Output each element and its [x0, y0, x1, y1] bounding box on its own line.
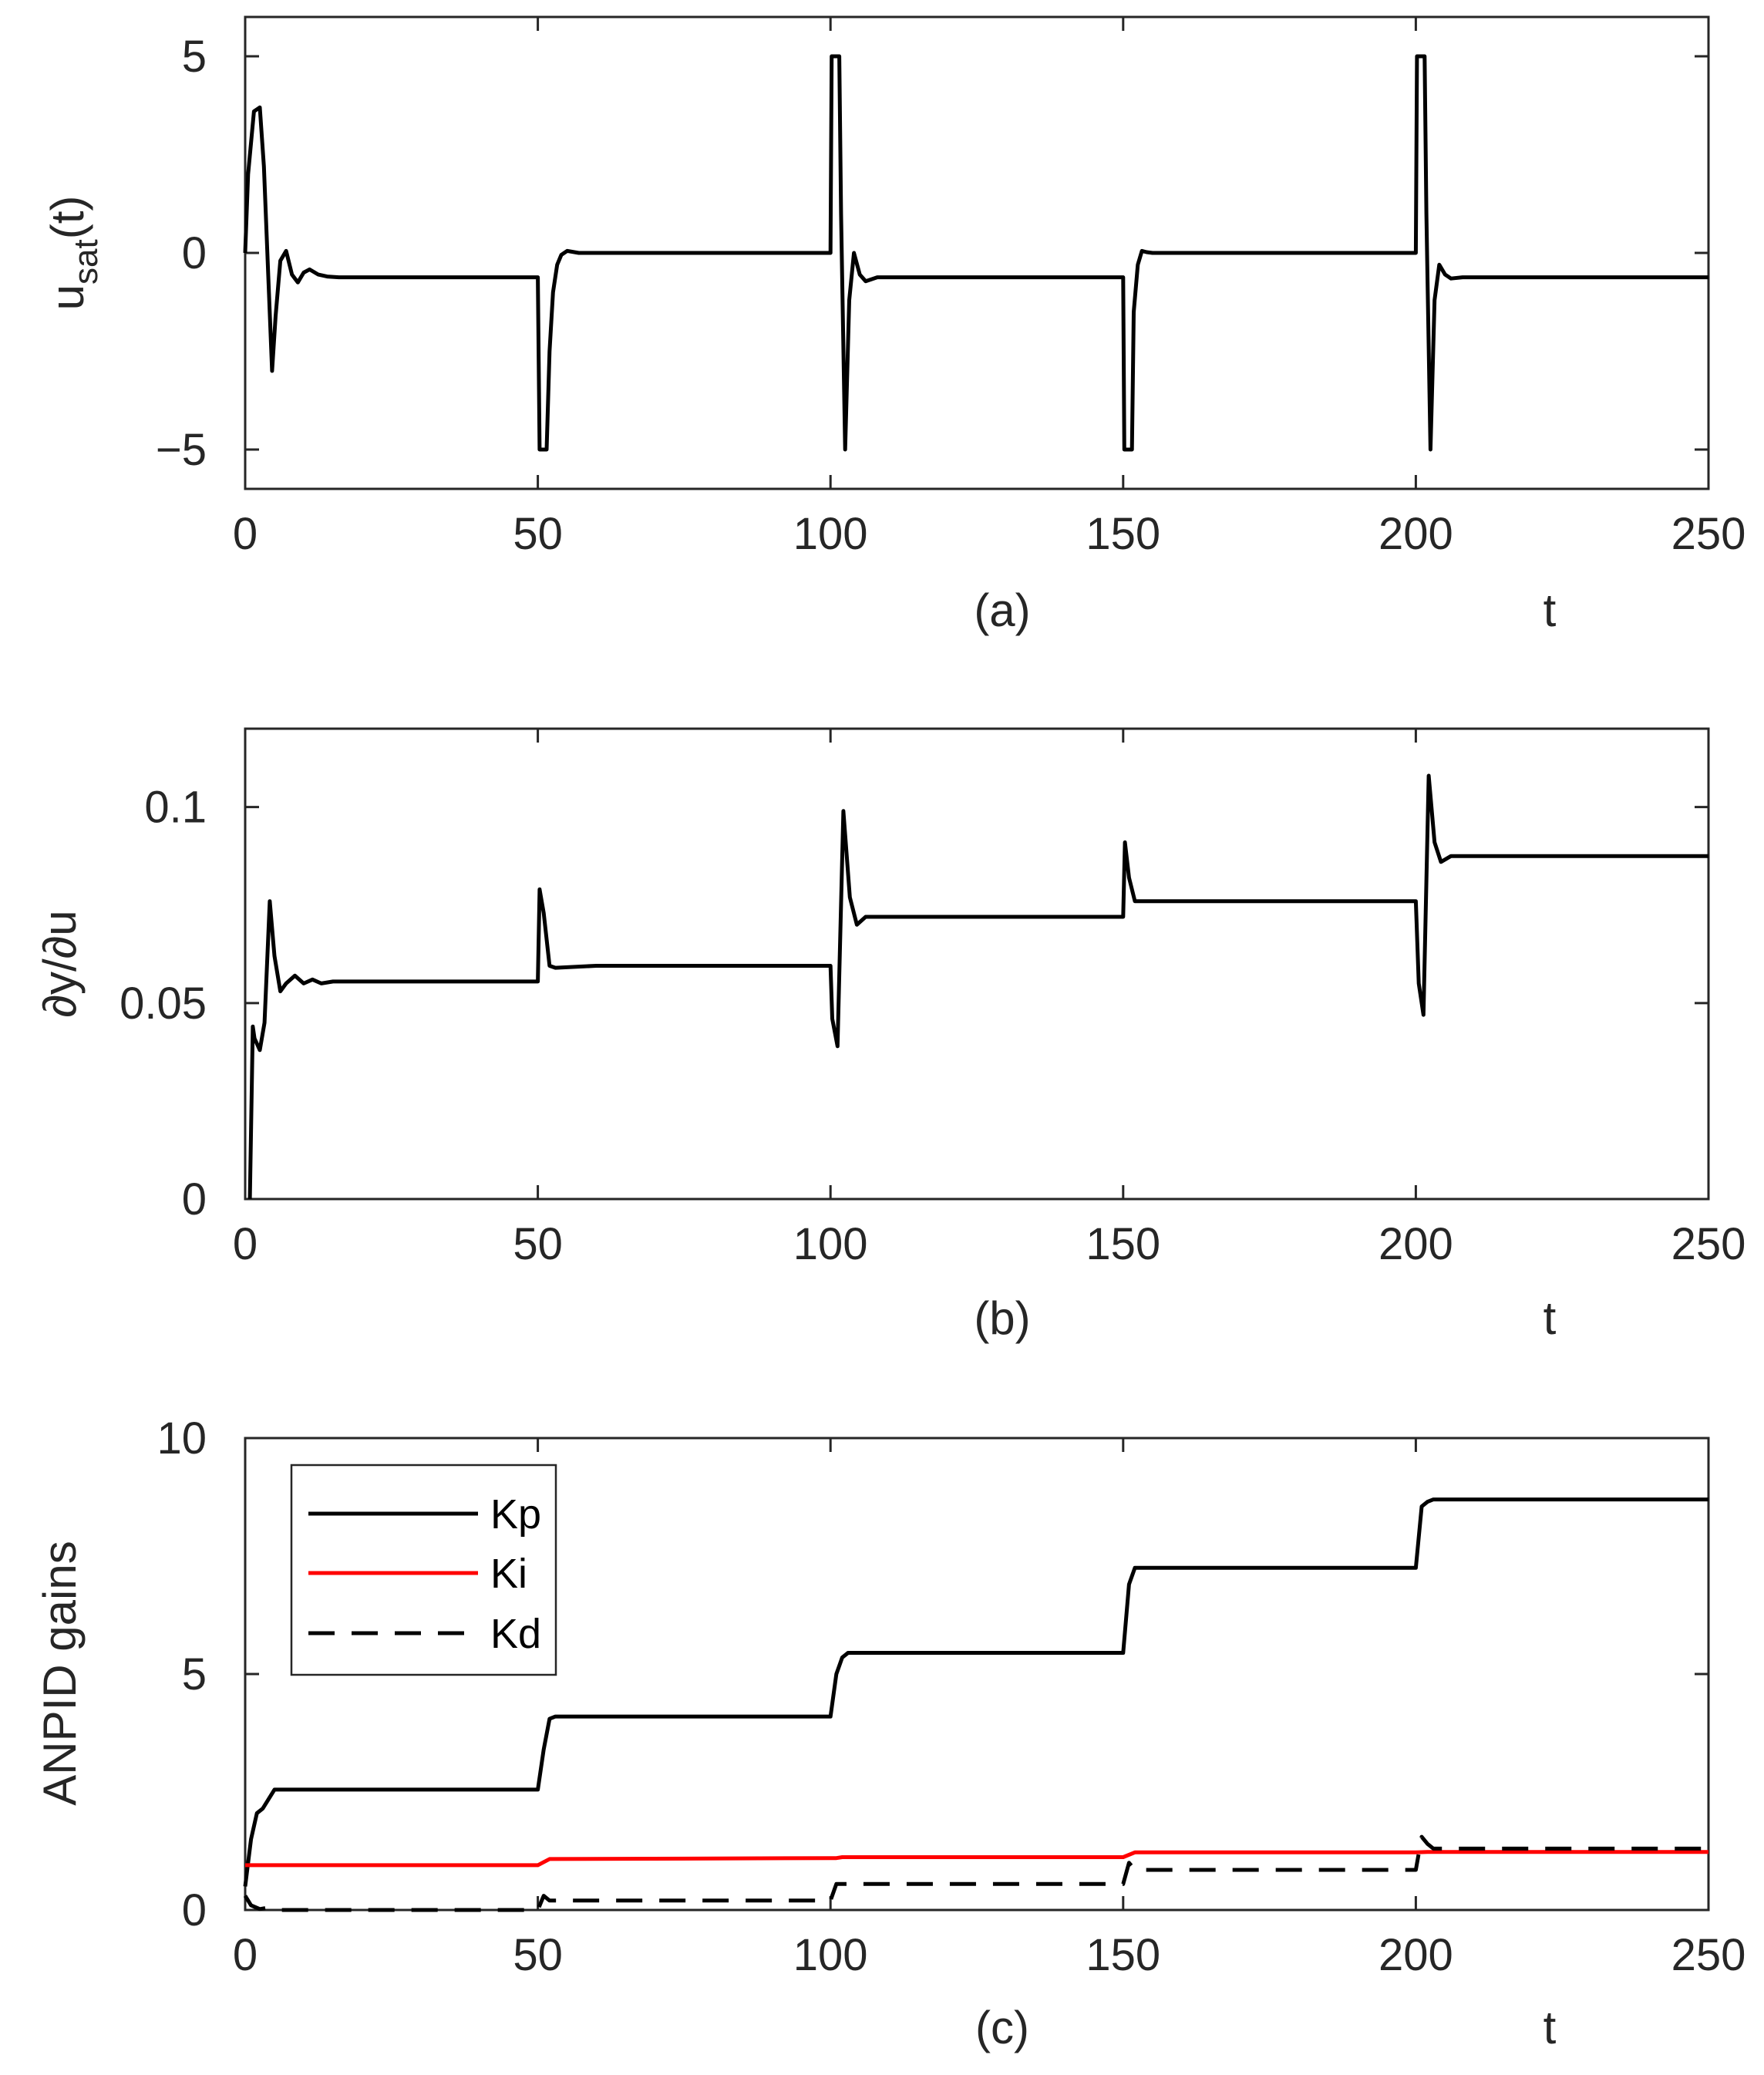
x-tick-label: 0 [233, 509, 258, 559]
legend-label-ki: Ki [490, 1551, 527, 1597]
legend: Kp Ki Kd [290, 1464, 557, 1676]
y-tick-label: 0 [182, 1885, 207, 1935]
y-tick-label: 0.1 [144, 783, 207, 833]
plot-area [243, 54, 1708, 452]
y-axis-ticks: −5 0 5 [156, 32, 1708, 475]
y-axis-label: usat(t) [42, 196, 105, 311]
x-tick-label: 100 [793, 1219, 868, 1269]
y-axis-ticks: 0 0.05 0.1 [120, 783, 1708, 1224]
legend-label-kp: Kp [490, 1491, 541, 1538]
x-tick-label: 250 [1671, 1219, 1746, 1269]
y-tick-label: 5 [182, 1649, 207, 1699]
axes-box [244, 15, 1710, 490]
x-axis-ticks: 0 50 100 150 200 250 [233, 17, 1746, 559]
y-tick-label: 0 [182, 1174, 207, 1224]
legend-label-kd: Kd [490, 1611, 541, 1657]
panel-label: (a) [974, 584, 1030, 636]
x-tick-label: 150 [1086, 1930, 1160, 1980]
x-tick-label: 150 [1086, 509, 1160, 559]
series-usat-line [243, 54, 1708, 452]
y-tick-label: 0 [182, 228, 207, 278]
x-tick-label: 250 [1671, 509, 1746, 559]
svg-text:usat(t): usat(t) [42, 196, 105, 311]
x-axis-label: t [1544, 2002, 1557, 2053]
panel-label: (b) [974, 1292, 1030, 1344]
x-tick-label: 0 [233, 1219, 258, 1269]
x-axis-ticks: 0 50 100 150 200 250 [233, 1438, 1746, 1980]
x-axis-label: t [1544, 1292, 1557, 1344]
x-tick-label: 250 [1671, 1930, 1746, 1980]
series-kp-line [243, 1497, 1708, 1887]
y-axis-ticks: 0 5 10 [157, 1413, 1708, 1935]
y-axis-label: ANPID gains [34, 1541, 86, 1805]
series-ki-line [245, 1850, 1708, 1868]
series-dy-du-line [247, 773, 1708, 1200]
y-label-main: u [42, 285, 93, 310]
panel-b: 0 50 100 150 200 250 0 0.05 0.1 ∂y/∂u (b) t [34, 727, 1746, 1344]
x-axis-label: t [1544, 584, 1557, 636]
x-tick-label: 50 [513, 1930, 563, 1980]
plot-area [247, 773, 1708, 1200]
axes-box [244, 727, 1710, 1201]
x-axis-ticks: 0 50 100 150 200 250 [233, 729, 1746, 1269]
panel-a: 0 50 100 150 200 250 −5 0 5 usat(t) (a) t [42, 15, 1746, 636]
y-label-subscript: sat [67, 239, 105, 285]
x-tick-label: 50 [513, 1219, 563, 1269]
legend-box [290, 1464, 557, 1676]
x-tick-label: 0 [233, 1930, 258, 1980]
y-label-tail: (t) [42, 196, 93, 240]
y-tick-label: 0.05 [120, 979, 207, 1029]
x-tick-label: 200 [1379, 1930, 1453, 1980]
series-kd-line [243, 1834, 1708, 1912]
x-tick-label: 150 [1086, 1219, 1160, 1269]
x-tick-label: 200 [1379, 1219, 1453, 1269]
y-tick-label: −5 [156, 425, 207, 475]
x-tick-label: 100 [793, 509, 868, 559]
y-axis-label: ∂y/∂u [34, 910, 86, 1017]
x-tick-label: 100 [793, 1930, 868, 1980]
x-tick-label: 50 [513, 509, 563, 559]
plot-area [243, 1497, 1708, 1912]
y-tick-label: 10 [157, 1413, 207, 1464]
y-tick-label: 5 [182, 32, 207, 82]
panel-label: (c) [975, 2002, 1029, 2053]
x-tick-label: 200 [1379, 509, 1453, 559]
panel-c: 0 50 100 150 200 250 0 5 10 ANPID gains (c) t K… [34, 1413, 1745, 2053]
